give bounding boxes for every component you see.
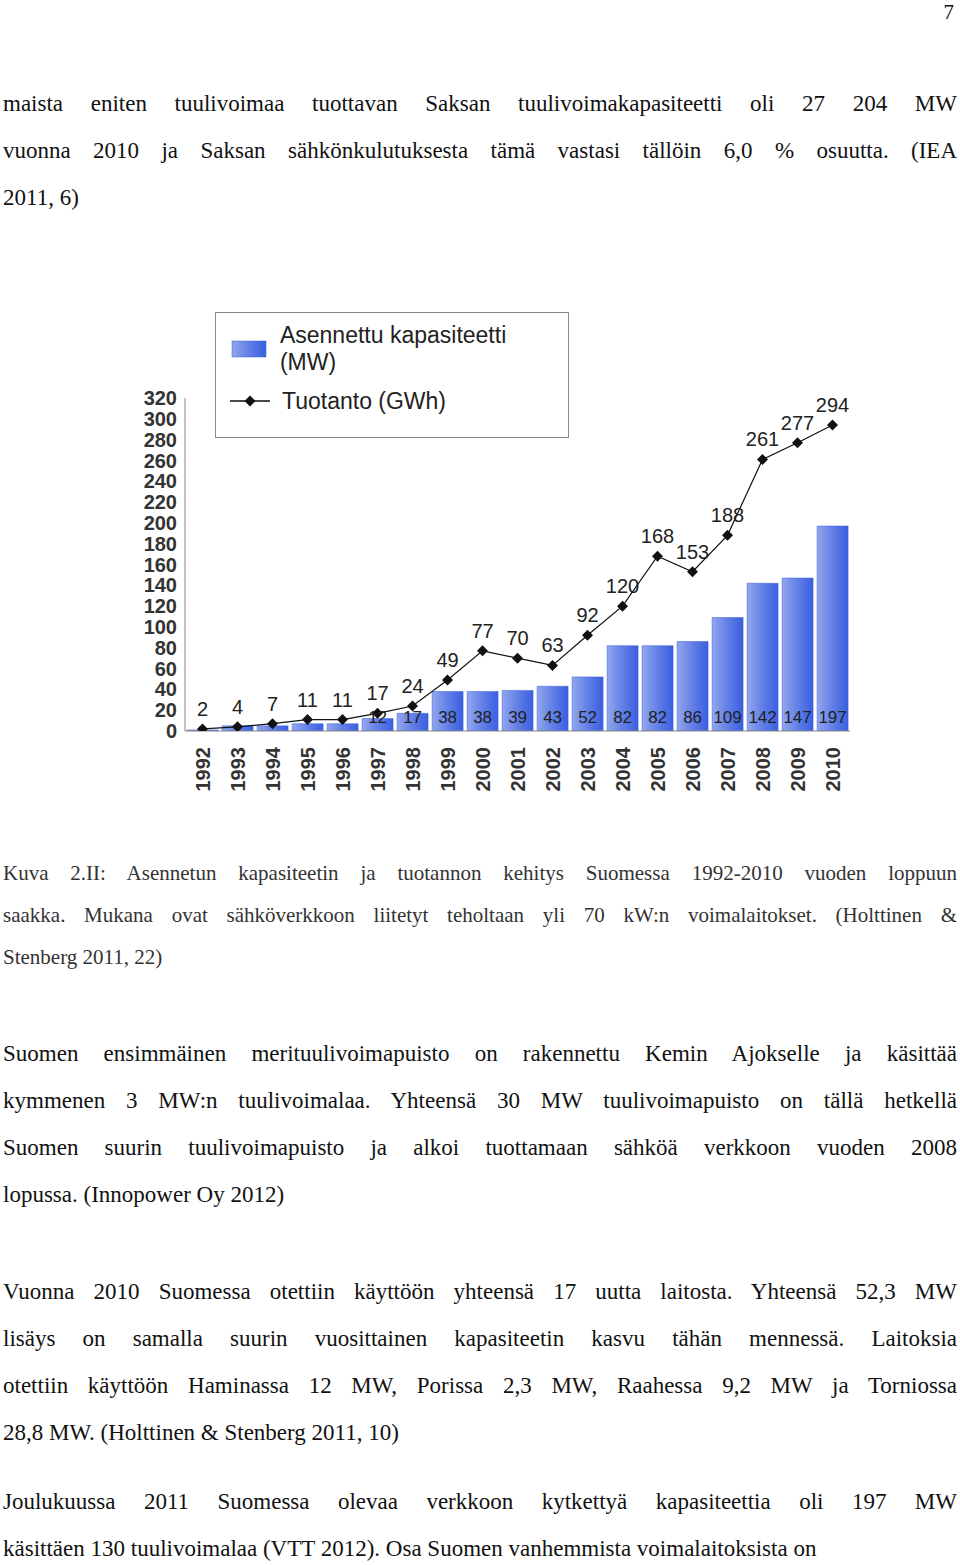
svg-text:92: 92: [576, 604, 598, 626]
html-text:28,8 MW. (Holttinen & Stenberg: 28,8 MW. (Holttinen & Stenberg 2011, 10): [3, 1420, 399, 1445]
svg-text:2001: 2001: [507, 747, 529, 792]
svg-text:82: 82: [648, 708, 667, 727]
html-text:Joulukuussa 2011 Suomessa olev: Joulukuussa 2011 Suomessa olevaa verkkoo…: [3, 1489, 957, 1514]
svg-text:4: 4: [232, 696, 243, 718]
html-text:lisäys on samalla suurin vuosi: lisäys on samalla suurin vuosittainen ka…: [3, 1326, 957, 1351]
svg-text:197: 197: [818, 708, 846, 727]
svg-text:86: 86: [683, 708, 702, 727]
svg-text:60: 60: [155, 658, 177, 680]
html-text:saakka. Mukana ovat sähköverkk: saakka. Mukana ovat sähköverkkoon liitet…: [3, 903, 957, 927]
svg-text:43: 43: [543, 708, 562, 727]
svg-text:120: 120: [144, 595, 177, 617]
svg-text:2000: 2000: [472, 747, 494, 792]
svg-text:38: 38: [473, 708, 492, 727]
svg-text:2006: 2006: [682, 747, 704, 792]
svg-text:77: 77: [471, 620, 493, 642]
svg-text:63: 63: [541, 634, 563, 656]
svg-text:2004: 2004: [612, 746, 634, 791]
svg-text:200: 200: [144, 512, 177, 534]
svg-text:142: 142: [748, 708, 776, 727]
svg-text:52: 52: [578, 708, 597, 727]
svg-text:1993: 1993: [227, 747, 249, 792]
svg-text:294: 294: [816, 394, 849, 416]
svg-text:180: 180: [144, 533, 177, 555]
svg-text:1992: 1992: [192, 747, 214, 792]
svg-text:2008: 2008: [752, 747, 774, 792]
html-text:lopussa. (Innopower Oy 2012): lopussa. (Innopower Oy 2012): [3, 1182, 285, 1207]
svg-text:24: 24: [401, 675, 423, 697]
svg-text:220: 220: [144, 491, 177, 513]
svg-text:1998: 1998: [402, 747, 424, 792]
svg-text:70: 70: [506, 627, 528, 649]
svg-text:153: 153: [676, 541, 709, 563]
svg-text:1994: 1994: [262, 746, 284, 791]
html-text:kymmenen 3 MW:n tuulivoimalaa.: kymmenen 3 MW:n tuulivoimalaa. Yhteensä …: [3, 1088, 957, 1113]
svg-text:2010: 2010: [822, 747, 844, 792]
html-text:Tuotanto (GWh): Tuotanto (GWh): [282, 387, 446, 414]
html-text:Kuva 2.II: Asennetun kapasitee: Kuva 2.II: Asennetun kapasiteetin ja tuo…: [3, 861, 957, 885]
svg-text:0: 0: [166, 720, 177, 742]
svg-text:320: 320: [144, 387, 177, 409]
svg-text:147: 147: [783, 708, 811, 727]
svg-text:2: 2: [197, 698, 208, 720]
svg-text:140: 140: [144, 574, 177, 596]
svg-text:12: 12: [368, 708, 387, 727]
svg-text:280: 280: [144, 429, 177, 451]
svg-text:261: 261: [746, 428, 779, 450]
svg-text:260: 260: [144, 450, 177, 472]
svg-text:120: 120: [606, 575, 639, 597]
svg-text:11: 11: [297, 689, 318, 711]
html-text:Vuonna 2010 Suomessa otettiin: Vuonna 2010 Suomessa otettiin käyttöön y…: [3, 1279, 957, 1304]
html-text:Suomen suurin tuulivoimapuisto: Suomen suurin tuulivoimapuisto ja alkoi …: [3, 1135, 957, 1160]
svg-text:240: 240: [144, 470, 177, 492]
svg-text:1997: 1997: [367, 747, 389, 792]
svg-text:38: 38: [438, 708, 457, 727]
svg-text:2009: 2009: [787, 747, 809, 792]
svg-text:80: 80: [155, 637, 177, 659]
svg-text:2002: 2002: [542, 747, 564, 792]
svg-text:82: 82: [613, 708, 632, 727]
svg-text:277: 277: [781, 412, 814, 434]
html-text:maista eniten tuulivoimaa tuot: maista eniten tuulivoimaa tuottavan Saks…: [3, 91, 957, 116]
html-text:käsittäen 130 tuulivoimalaa (V: käsittäen 130 tuulivoimalaa (VTT 2012). …: [3, 1536, 817, 1561]
svg-text:49: 49: [436, 649, 458, 671]
html-text:otettiin käyttöön Haminassa 12: otettiin käyttöön Haminassa 12 MW, Poris…: [3, 1373, 957, 1398]
html-text:Suomen ensimmäinen merituulivo: Suomen ensimmäinen merituulivoimapuisto …: [3, 1041, 957, 1066]
svg-text:17: 17: [366, 682, 388, 704]
svg-text:300: 300: [144, 408, 177, 430]
svg-text:7: 7: [267, 693, 278, 715]
svg-text:100: 100: [144, 616, 177, 638]
svg-text:40: 40: [155, 678, 177, 700]
html-text:2011, 6): 2011, 6): [3, 185, 79, 210]
svg-text:17: 17: [403, 708, 422, 727]
svg-text:168: 168: [641, 525, 674, 547]
svg-text:1995: 1995: [297, 747, 319, 792]
svg-text:1999: 1999: [437, 747, 459, 792]
html-text:Stenberg 2011, 22): Stenberg 2011, 22): [3, 945, 163, 969]
svg-text:2005: 2005: [647, 747, 669, 792]
svg-text:160: 160: [144, 554, 177, 576]
svg-text:1996: 1996: [332, 747, 354, 792]
svg-text:2003: 2003: [577, 747, 599, 792]
html-text:vuonna 2010 ja Saksan sähkönku: vuonna 2010 ja Saksan sähkönkulutuksesta…: [3, 138, 957, 163]
svg-text:39: 39: [508, 708, 527, 727]
html-text:7: 7: [943, 0, 954, 24]
svg-text:11: 11: [332, 689, 353, 711]
svg-text:109: 109: [713, 708, 741, 727]
svg-text:188: 188: [711, 504, 744, 526]
html-text:Asennettu kapasiteetti (MW): Asennettu kapasiteetti (MW): [279, 322, 507, 375]
svg-text:20: 20: [155, 699, 177, 721]
svg-text:2007: 2007: [717, 747, 739, 792]
